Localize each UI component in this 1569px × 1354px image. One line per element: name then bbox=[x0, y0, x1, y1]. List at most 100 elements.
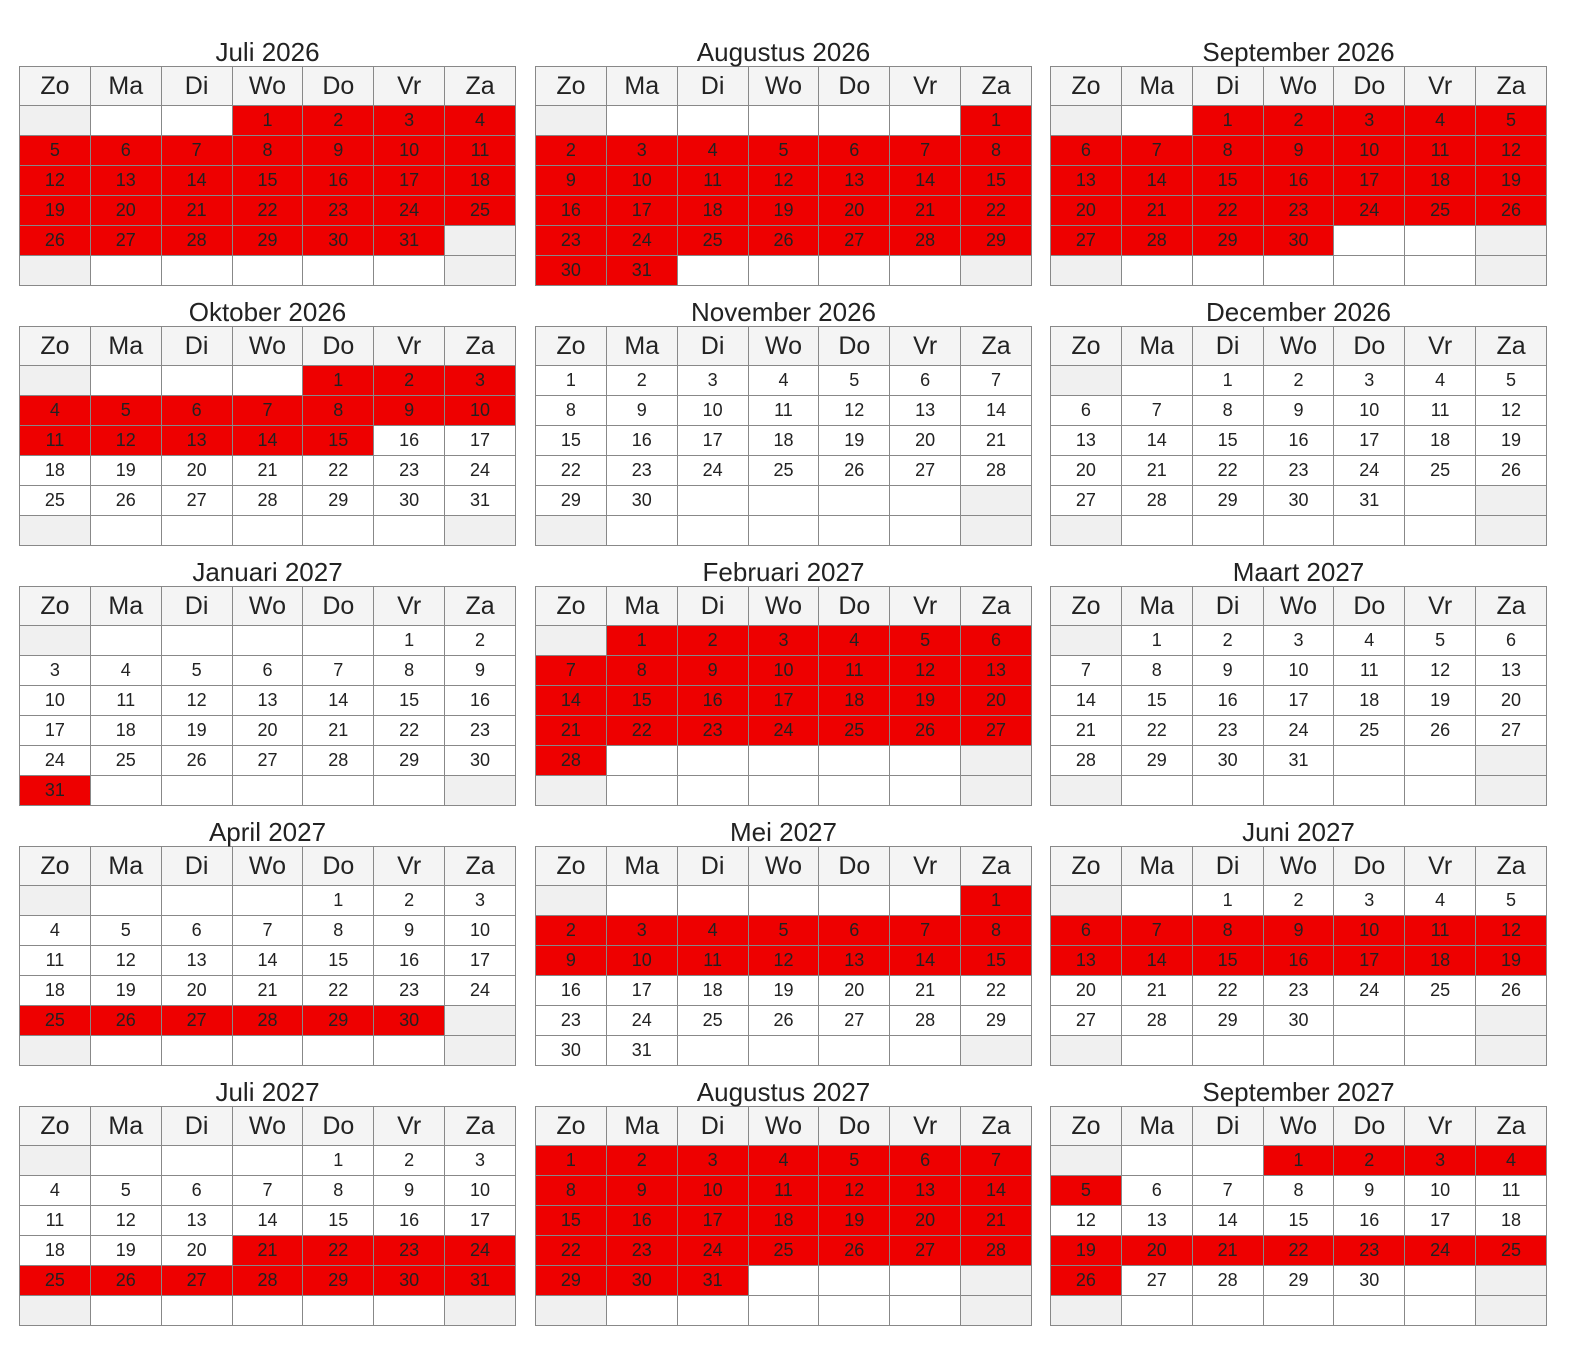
month-calendar: Augustus 2026 Zo Ma Di Wo Do Vr Za 1 2 3 4 5 6 7 8 9 10 11… bbox=[535, 26, 1032, 286]
day-cell: 29 bbox=[302, 485, 375, 516]
empty-day-cell bbox=[89, 1295, 162, 1326]
day-cell: 18 bbox=[676, 195, 749, 226]
day-cell: 10 bbox=[1333, 395, 1406, 426]
day-cell: 3 bbox=[373, 105, 446, 136]
day-cell: 11 bbox=[1404, 395, 1477, 426]
weekday-header: Vr bbox=[889, 326, 962, 366]
day-cell: 18 bbox=[1333, 685, 1406, 716]
day-cell: 24 bbox=[1333, 455, 1406, 486]
day-cell: 13 bbox=[889, 395, 962, 426]
day-cell: 27 bbox=[818, 1005, 891, 1036]
empty-day-cell bbox=[889, 255, 962, 286]
day-cell: 15 bbox=[1191, 165, 1264, 196]
day-cell: 3 bbox=[444, 1145, 516, 1176]
day-cell: 31 bbox=[444, 1265, 516, 1296]
day-cell: 14 bbox=[160, 165, 233, 196]
day-cell: 22 bbox=[1120, 715, 1193, 746]
empty-day-cell bbox=[160, 1145, 233, 1176]
day-cell: 30 bbox=[1262, 485, 1335, 516]
day-cell: 16 bbox=[605, 425, 678, 456]
day-cell: 6 bbox=[89, 135, 162, 166]
day-cell: 24 bbox=[605, 1005, 678, 1036]
weekday-header-row: Zo Ma Di Wo Do Vr Za bbox=[19, 846, 516, 886]
day-cell: 22 bbox=[302, 1235, 375, 1266]
day-cell: 26 bbox=[747, 225, 820, 256]
week-row: 25 26 27 28 29 30 31 bbox=[19, 485, 516, 516]
day-cell: 7 bbox=[960, 365, 1032, 396]
month-title: Maart 2027 bbox=[1232, 557, 1365, 587]
day-cell: 8 bbox=[302, 395, 375, 426]
weekday-header: Za bbox=[444, 846, 516, 886]
weekday-header: Vr bbox=[1404, 326, 1477, 366]
month-calendar: Juli 2026 Zo Ma Di Wo Do Vr Za 1 2 3 4 5 6 7 8 9 10 11 12 13… bbox=[19, 26, 516, 286]
empty-day-cell bbox=[89, 775, 162, 806]
weekday-header-row: Zo Ma Di Wo Do Vr Za bbox=[1050, 1106, 1547, 1146]
empty-day-cell bbox=[676, 105, 749, 136]
weekday-header: Vr bbox=[373, 586, 446, 626]
day-cell: 13 bbox=[818, 945, 891, 976]
day-cell: 3 bbox=[1333, 105, 1406, 136]
empty-day-cell bbox=[231, 365, 304, 396]
day-cell: 15 bbox=[1191, 945, 1264, 976]
day-cell: 28 bbox=[231, 1265, 304, 1296]
day-cell: 2 bbox=[1262, 885, 1335, 916]
empty-day-cell bbox=[889, 1295, 962, 1326]
day-cell: 12 bbox=[818, 395, 891, 426]
day-cell: 28 bbox=[889, 1005, 962, 1036]
week-row: 20 21 22 23 24 25 26 bbox=[1050, 195, 1547, 226]
day-cell: 9 bbox=[1262, 135, 1335, 166]
day-cell: 31 bbox=[605, 255, 678, 286]
empty-day-cell bbox=[444, 1035, 516, 1066]
weekday-header: Ma bbox=[1120, 326, 1193, 366]
day-cell: 4 bbox=[747, 365, 820, 396]
empty-day-cell bbox=[1191, 255, 1264, 286]
empty-day-cell bbox=[960, 485, 1032, 516]
empty-day-cell bbox=[1475, 1035, 1547, 1066]
day-cell: 27 bbox=[889, 1235, 962, 1266]
day-cell: 2 bbox=[444, 625, 516, 656]
day-cell: 13 bbox=[160, 945, 233, 976]
empty-day-cell bbox=[1191, 515, 1264, 546]
month-table: Zo Ma Di Wo Do Vr Za 1 2 3 4 5 6 7 8 9 10 11 12 13 14 15 16 17 1… bbox=[535, 66, 1032, 286]
day-cell: 6 bbox=[160, 395, 233, 426]
day-cell: 24 bbox=[19, 745, 91, 776]
weekday-header: Di bbox=[160, 586, 233, 626]
day-cell: 31 bbox=[444, 485, 516, 516]
empty-day-cell bbox=[302, 775, 375, 806]
weekday-header: Wo bbox=[747, 1106, 820, 1146]
day-cell: 12 bbox=[747, 945, 820, 976]
weekday-header: Zo bbox=[1050, 326, 1122, 366]
day-cell: 30 bbox=[373, 1005, 446, 1036]
empty-day-cell bbox=[747, 1295, 820, 1326]
day-cell: 25 bbox=[444, 195, 516, 226]
weekday-header: Wo bbox=[1262, 586, 1335, 626]
day-cell: 14 bbox=[1120, 165, 1193, 196]
empty-day-cell bbox=[302, 1035, 375, 1066]
day-cell: 10 bbox=[19, 685, 91, 716]
day-cell: 4 bbox=[1475, 1145, 1547, 1176]
weekday-header: Zo bbox=[19, 846, 91, 886]
day-cell: 25 bbox=[676, 1005, 749, 1036]
day-cell: 7 bbox=[1120, 395, 1193, 426]
day-cell: 31 bbox=[1333, 485, 1406, 516]
day-cell: 18 bbox=[89, 715, 162, 746]
day-cell: 24 bbox=[676, 1235, 749, 1266]
empty-day-cell bbox=[1475, 745, 1547, 776]
week-row: 6 7 8 9 10 11 12 bbox=[1050, 395, 1547, 426]
day-cell: 20 bbox=[1050, 195, 1122, 226]
day-cell: 10 bbox=[444, 1175, 516, 1206]
day-cell: 20 bbox=[818, 195, 891, 226]
day-cell: 23 bbox=[1262, 195, 1335, 226]
empty-day-cell bbox=[231, 775, 304, 806]
day-cell: 3 bbox=[1333, 885, 1406, 916]
day-cell: 20 bbox=[1050, 975, 1122, 1006]
day-cell: 5 bbox=[747, 915, 820, 946]
empty-day-cell bbox=[889, 105, 962, 136]
week-row: 17 18 19 20 21 22 23 bbox=[19, 715, 516, 746]
day-cell: 20 bbox=[960, 685, 1032, 716]
day-cell: 1 bbox=[302, 365, 375, 396]
day-cell: 15 bbox=[302, 1205, 375, 1236]
day-cell: 22 bbox=[960, 975, 1032, 1006]
week-row: 7 8 9 10 11 12 13 bbox=[1050, 655, 1547, 686]
